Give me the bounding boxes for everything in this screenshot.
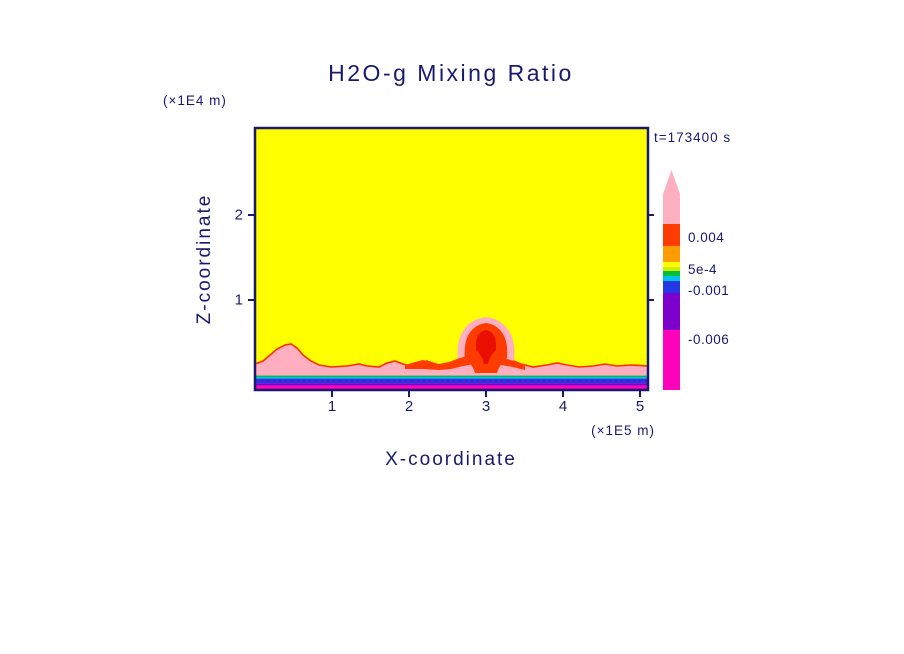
contour-plume-core <box>475 330 497 364</box>
colorbar-label: 5e-4 <box>688 262 718 277</box>
colorbar-segment <box>663 281 680 293</box>
colorbar-segment <box>663 194 680 224</box>
x-axis-label: X-coordinate <box>385 449 517 470</box>
y-tick-label: 2 <box>234 206 243 224</box>
x-tick-label: 1 <box>327 398 337 415</box>
y-tick-label: 1 <box>234 291 243 309</box>
y-axis-label: Z-coordinate <box>194 193 215 325</box>
colorbar-segment <box>663 224 680 246</box>
colorbar-label: -0.001 <box>688 283 730 298</box>
colorbar-label: 0.004 <box>688 230 725 245</box>
chart-title: H2O-g Mixing Ratio <box>328 60 574 86</box>
x-axis-units: (×1E5 m) <box>591 423 655 438</box>
colorbar-segment <box>663 246 680 262</box>
x-tick-label: 3 <box>481 398 491 415</box>
contour-background <box>255 128 648 390</box>
contour-strip-blue <box>255 378 648 384</box>
colorbar-segment <box>663 262 680 267</box>
contour-strip-green <box>255 375 648 377</box>
colorbar <box>663 170 680 390</box>
colorbar-segment <box>663 276 680 281</box>
x-tick-label: 5 <box>635 398 645 415</box>
contour-strip-cyan <box>255 377 648 379</box>
x-tick-label: 2 <box>404 398 414 415</box>
x-tick-label: 4 <box>558 398 568 415</box>
colorbar-segment <box>663 267 680 271</box>
contour-plot <box>248 126 654 397</box>
contour-strip-purple <box>255 383 648 386</box>
colorbar-segment <box>663 271 680 276</box>
colorbar-segment <box>663 330 680 390</box>
y-axis-units: (×1E4 m) <box>163 93 227 108</box>
colorbar-segment <box>663 293 680 330</box>
colorbar-arrow <box>663 170 680 194</box>
colorbar-label: -0.006 <box>688 332 730 347</box>
contour-strip-magenta <box>255 385 648 390</box>
plot-frame <box>253 126 650 392</box>
time-annotation: t=173400 s <box>654 130 732 145</box>
